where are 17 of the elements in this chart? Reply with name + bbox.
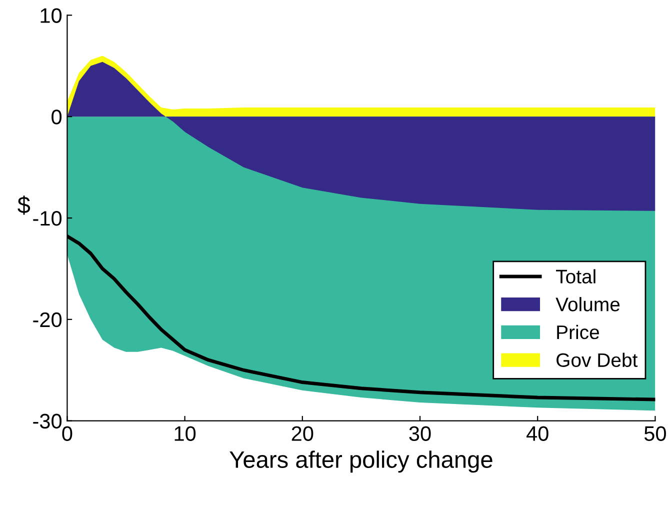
x-tick-label: 40 xyxy=(526,426,548,441)
legend-label: Price xyxy=(557,324,600,340)
legend-label: Gov Debt xyxy=(556,352,638,368)
y-tick-label: -10 xyxy=(33,211,62,226)
y-axis-title: $ xyxy=(18,196,30,215)
legend-label: Total xyxy=(556,269,596,284)
x-axis-title: Years after policy change xyxy=(230,450,492,473)
y-tick-label: -20 xyxy=(33,312,62,328)
x-tick-label: 20 xyxy=(292,426,314,441)
x-tick-label: 0 xyxy=(62,426,72,441)
x-tick-label: 10 xyxy=(174,426,196,441)
y-tick-label: -30 xyxy=(33,414,62,429)
x-tick-label: 30 xyxy=(409,426,431,441)
y-tick-label: 0 xyxy=(52,110,62,124)
x-tick-label: 50 xyxy=(644,426,666,441)
legend-label: Volume xyxy=(556,297,620,312)
y-tick-label: 10 xyxy=(40,8,62,23)
